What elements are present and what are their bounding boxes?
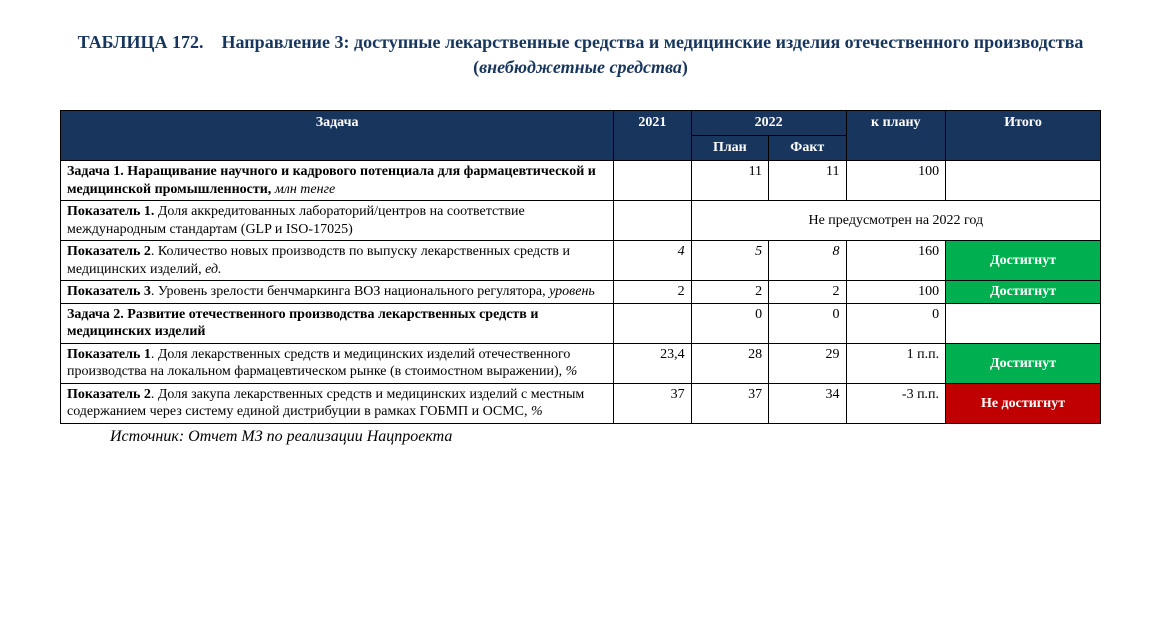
header-task: Задача (61, 111, 614, 161)
header-kplanu: к плану (846, 111, 946, 161)
cell-kplanu: -3 п.п. (846, 383, 946, 423)
cell-task: Показатель 3. Уровень зрелости бенчмарки… (61, 281, 614, 304)
cell-fact: 8 (769, 241, 846, 281)
header-itogo: Итого (946, 111, 1101, 161)
table-title: ТАБЛИЦА 172. Направление 3: доступные ле… (60, 30, 1101, 80)
cell-kplanu: 1 п.п. (846, 343, 946, 383)
cell-task: Показатель 1. Доля лекарственных средств… (61, 343, 614, 383)
cell-fact: 34 (769, 383, 846, 423)
cell-merged-note: Не предусмотрен на 2022 год (691, 201, 1100, 241)
cell-kplanu: 160 (846, 241, 946, 281)
cell-itogo-status: Не достигнут (946, 383, 1101, 423)
table-row: Показатель 3. Уровень зрелости бенчмарки… (61, 281, 1101, 304)
table-row: Задача 1. Наращивание научного и кадрово… (61, 161, 1101, 201)
cell-itogo (946, 161, 1101, 201)
title-label: ТАБЛИЦА 172. (78, 32, 204, 52)
task-unit: ед. (205, 262, 221, 277)
table-row: Показатель 1. Доля аккредитованных лабор… (61, 201, 1101, 241)
task-bold: Показатель 2 (67, 244, 151, 259)
cell-2021: 37 (614, 383, 691, 423)
cell-plan: 2 (691, 281, 768, 304)
header-plan: План (691, 136, 768, 161)
cell-plan: 11 (691, 161, 768, 201)
cell-itogo-status: Достигнут (946, 281, 1101, 304)
cell-2021: 2 (614, 281, 691, 304)
cell-itogo-status: Достигнут (946, 241, 1101, 281)
task-bold: Показатель 1. (67, 204, 154, 219)
cell-task: Показатель 2. Количество новых производс… (61, 241, 614, 281)
header-2021: 2021 (614, 111, 691, 161)
task-unit: % (531, 404, 543, 419)
task-unit: млн тенге (275, 182, 335, 197)
task-bold: Показатель 1 (67, 347, 151, 362)
cell-fact: 0 (769, 303, 846, 343)
title-paren-suffix: ) (682, 57, 688, 77)
cell-2021: 4 (614, 241, 691, 281)
task-bold: Показатель 2 (67, 387, 151, 402)
cell-itogo-status: Достигнут (946, 343, 1101, 383)
cell-plan: 37 (691, 383, 768, 423)
cell-plan: 5 (691, 241, 768, 281)
table-row: Показатель 2. Количество новых производс… (61, 241, 1101, 281)
cell-plan: 0 (691, 303, 768, 343)
cell-2021 (614, 303, 691, 343)
cell-2021: 23,4 (614, 343, 691, 383)
header-fact: Факт (769, 136, 846, 161)
cell-task: Задача 2. Развитие отечественного произв… (61, 303, 614, 343)
title-paren-italic: внебюджетные средства (479, 57, 682, 77)
title-text: Направление 3: доступные лекарственные с… (222, 32, 1084, 52)
cell-itogo (946, 303, 1101, 343)
cell-kplanu: 100 (846, 281, 946, 304)
task-bold: Показатель 3 (67, 284, 151, 299)
task-unit: % (566, 364, 578, 379)
cell-2021 (614, 201, 691, 241)
cell-fact: 11 (769, 161, 846, 201)
table-header-row-1: Задача 2021 2022 к плану Итого (61, 111, 1101, 136)
data-table: Задача 2021 2022 к плану Итого План Факт… (60, 110, 1101, 424)
cell-task: Задача 1. Наращивание научного и кадрово… (61, 161, 614, 201)
cell-2021 (614, 161, 691, 201)
cell-kplanu: 0 (846, 303, 946, 343)
task-rest: . Уровень зрелости бенчмаркинга ВОЗ наци… (151, 284, 549, 299)
table-row: Показатель 2. Доля закупа лекарственных … (61, 383, 1101, 423)
task-bold: Задача 2. Развитие отечественного произв… (67, 307, 538, 340)
source-note: Источник: Отчет МЗ по реализации Нацпрое… (60, 428, 1101, 446)
cell-task: Показатель 1. Доля аккредитованных лабор… (61, 201, 614, 241)
cell-plan: 28 (691, 343, 768, 383)
table-row: Задача 2. Развитие отечественного произв… (61, 303, 1101, 343)
cell-kplanu: 100 (846, 161, 946, 201)
cell-task: Показатель 2. Доля закупа лекарственных … (61, 383, 614, 423)
cell-fact: 29 (769, 343, 846, 383)
header-2022: 2022 (691, 111, 846, 136)
table-row: Показатель 1. Доля лекарственных средств… (61, 343, 1101, 383)
task-unit: уровень (549, 284, 595, 299)
cell-fact: 2 (769, 281, 846, 304)
